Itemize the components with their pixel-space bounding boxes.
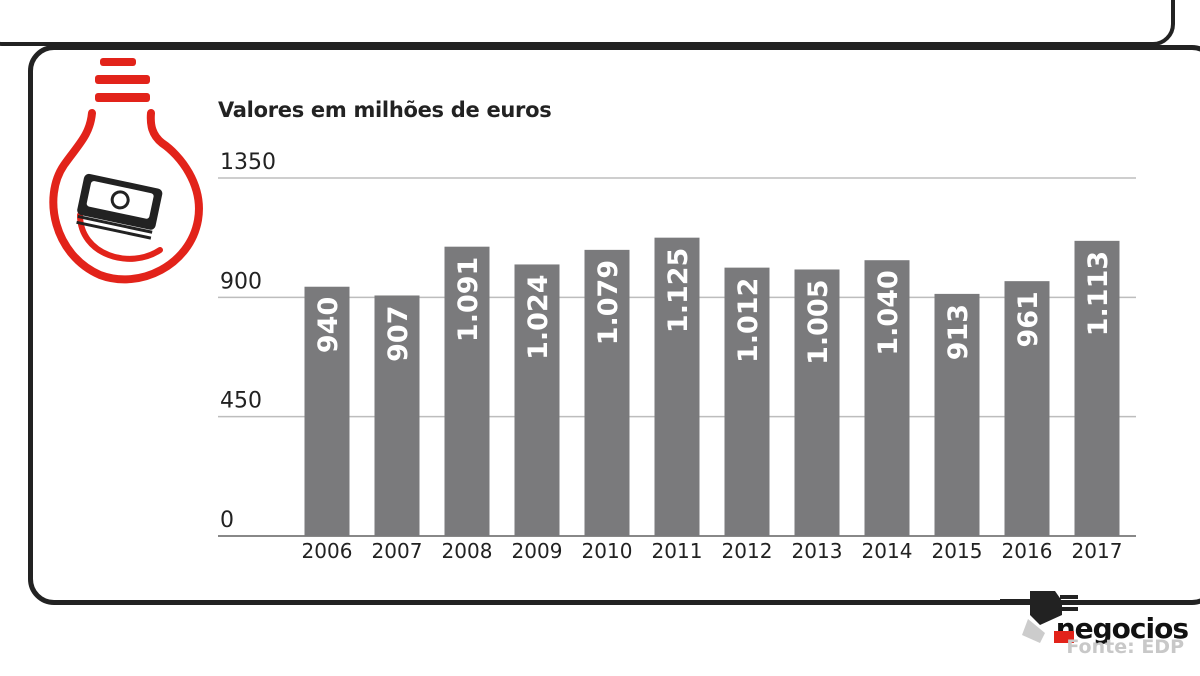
x-tick-label: 2013 xyxy=(792,539,843,563)
y-tick-label: 1350 xyxy=(220,150,276,175)
bar xyxy=(514,264,560,536)
source-note: Fonte: EDP xyxy=(1066,636,1184,658)
data-label: 940 xyxy=(313,297,344,353)
x-tick-label: 2012 xyxy=(722,539,773,563)
brand-logo: negocios xyxy=(1053,612,1189,645)
data-label: 907 xyxy=(383,305,414,361)
bar xyxy=(864,260,910,536)
top-frame-border xyxy=(0,0,1175,46)
chart-frame-border xyxy=(28,45,1200,605)
data-label: 1.024 xyxy=(523,274,554,359)
x-tick-label: 2009 xyxy=(512,539,563,563)
x-tick-label: 2011 xyxy=(652,539,703,563)
x-tick-label: 2015 xyxy=(932,539,983,563)
x-tick-label: 2007 xyxy=(372,539,423,563)
data-label: 913 xyxy=(943,304,974,360)
bar xyxy=(1004,281,1050,536)
data-label: 1.079 xyxy=(593,260,624,345)
bar xyxy=(1074,240,1120,537)
x-tick-label: 2014 xyxy=(862,539,913,563)
bar xyxy=(934,293,980,536)
plug-icon xyxy=(1000,591,1078,643)
bar xyxy=(444,246,490,536)
bar xyxy=(724,267,770,536)
x-tick-label: 2006 xyxy=(302,539,353,563)
brand-name: negocios xyxy=(1055,612,1189,645)
x-tick-label: 2008 xyxy=(442,539,493,563)
x-tick-label: 2010 xyxy=(582,539,633,563)
bar xyxy=(794,269,840,536)
data-label: 1.040 xyxy=(873,270,904,355)
x-tick-label: 2016 xyxy=(1002,539,1053,563)
chart-subtitle: Valores em milhões de euros xyxy=(218,98,552,122)
data-label: 1.012 xyxy=(733,278,764,363)
bar xyxy=(654,237,700,536)
data-label: 961 xyxy=(1013,291,1044,347)
y-tick-label: 0 xyxy=(220,508,234,533)
y-tick-label: 450 xyxy=(220,389,262,414)
data-label: 1.125 xyxy=(663,248,694,333)
bar xyxy=(584,249,630,537)
bar xyxy=(374,295,420,536)
bar xyxy=(304,286,350,536)
x-tick-label: 2017 xyxy=(1072,539,1123,563)
y-tick-label: 900 xyxy=(220,269,262,294)
data-label: 1.005 xyxy=(803,279,834,364)
lightbulb-money-icon xyxy=(49,58,203,284)
data-label: 1.113 xyxy=(1083,251,1114,336)
data-label: 1.091 xyxy=(453,257,484,342)
